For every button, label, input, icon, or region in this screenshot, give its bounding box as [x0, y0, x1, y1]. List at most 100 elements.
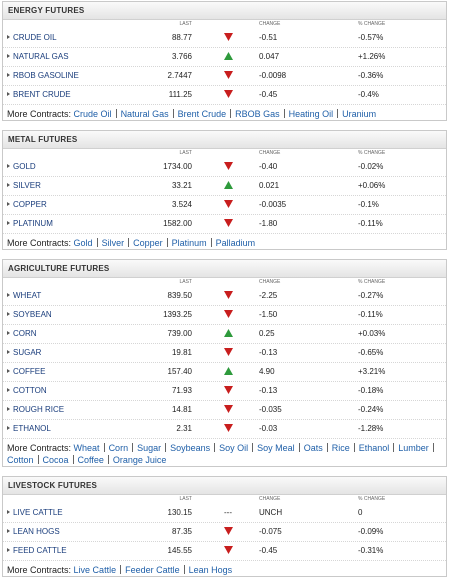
- separator: [172, 109, 174, 118]
- change: -0.075: [259, 527, 282, 536]
- column-header: % CHANGE: [358, 496, 386, 502]
- column-header: LAST: [179, 150, 192, 156]
- change: -1.80: [259, 219, 278, 228]
- contract-name[interactable]: BRENT CRUDE: [7, 86, 71, 104]
- contract-link[interactable]: Natural Gas: [120, 109, 169, 119]
- change: -0.035: [259, 405, 282, 414]
- contract-name[interactable]: NATURAL GAS: [7, 48, 69, 66]
- contract-link[interactable]: Soy Meal: [257, 443, 295, 453]
- contract-link[interactable]: Lumber: [398, 443, 429, 453]
- contract-name[interactable]: PLATINUM: [7, 215, 53, 233]
- change: -0.13: [259, 386, 278, 395]
- section: AGRICULTURE FUTURES LAST CHANGE % CHANGE WHE…: [2, 259, 447, 467]
- column-header: % CHANGE: [358, 150, 386, 156]
- last-price: 19.81: [171, 348, 192, 357]
- contract-link[interactable]: Corn: [108, 443, 129, 453]
- contract-name[interactable]: RBOB GASOLINE: [7, 67, 79, 85]
- trend: [221, 542, 235, 560]
- contract-link[interactable]: Copper: [133, 238, 163, 248]
- separator: [337, 109, 339, 118]
- contract-link[interactable]: Soybeans: [170, 443, 211, 453]
- contract-name[interactable]: LIVE CATTLE: [7, 504, 63, 522]
- last-price: 3.766: [171, 52, 192, 61]
- contract-link[interactable]: Orange Juice: [112, 455, 167, 465]
- change: -0.0035: [259, 200, 287, 209]
- contract-link[interactable]: Crude Oil: [73, 109, 112, 119]
- contract-link[interactable]: Ethanol: [358, 443, 390, 453]
- contract-link[interactable]: Silver: [101, 238, 125, 248]
- last-price: 739.00: [167, 329, 192, 338]
- contract-link[interactable]: Soy Oil: [219, 443, 249, 453]
- contract-link[interactable]: Platinum: [171, 238, 207, 248]
- trend: [221, 363, 235, 381]
- contract-link[interactable]: Coffee: [77, 455, 104, 465]
- contract-name[interactable]: CRUDE OIL: [7, 29, 57, 47]
- percent-change: -0.27%: [358, 291, 384, 300]
- last-price: 3.524: [171, 200, 192, 209]
- contract-name[interactable]: LEAN HOGS: [7, 523, 60, 541]
- contract-link[interactable]: Brent Crude: [177, 109, 227, 119]
- percent-change: -0.11%: [358, 219, 383, 228]
- quote-row: CORN 739.00 0.25 +0.03%: [3, 325, 446, 344]
- contract-link[interactable]: Cotton: [7, 455, 34, 465]
- trend: [221, 287, 235, 305]
- column-header: % CHANGE: [358, 279, 386, 285]
- contract-name[interactable]: CORN: [7, 325, 37, 343]
- change: -0.40: [259, 162, 278, 171]
- more-label: More Contracts:: [7, 238, 72, 248]
- section-title: METAL FUTURES: [3, 131, 446, 149]
- column-headers: LAST CHANGE % CHANGE: [3, 20, 446, 29]
- more-contracts: More Contracts: Gold Silver Copper Platinum…: [3, 234, 446, 249]
- contract-name[interactable]: FEED CATTLE: [7, 542, 67, 560]
- percent-change: -0.11%: [358, 310, 383, 319]
- contract-link[interactable]: Live Cattle: [73, 565, 117, 575]
- up-arrow: [223, 52, 233, 60]
- contract-name[interactable]: COFFEE: [7, 363, 45, 381]
- contract-name[interactable]: ROUGH RICE: [7, 401, 64, 419]
- contract-name[interactable]: GOLD: [7, 158, 36, 176]
- quote-row: ROUGH RICE 14.81 -0.035 -0.24%: [3, 401, 446, 420]
- change: -0.03: [259, 424, 278, 433]
- contract-link[interactable]: Heating Oil: [288, 109, 334, 119]
- contract-name[interactable]: SILVER: [7, 177, 41, 195]
- contract-link[interactable]: Oats: [303, 443, 323, 453]
- contract-name[interactable]: SUGAR: [7, 344, 41, 362]
- separator: [72, 455, 74, 464]
- contract-link[interactable]: Cocoa: [42, 455, 69, 465]
- contract-link[interactable]: Wheat: [73, 443, 100, 453]
- contract-link[interactable]: Uranium: [342, 109, 377, 119]
- contract-link[interactable]: Palladium: [215, 238, 256, 248]
- more-contracts: More Contracts: Wheat Corn Sugar Soybeans So…: [3, 439, 446, 466]
- contract-link[interactable]: Feeder Cattle: [125, 565, 180, 575]
- contract-link[interactable]: Lean Hogs: [188, 565, 233, 575]
- contract-name[interactable]: ETHANOL: [7, 420, 51, 438]
- change: -1.50: [259, 310, 278, 319]
- contract-name[interactable]: COTTON: [7, 382, 47, 400]
- column-header: CHANGE: [259, 496, 281, 502]
- trend: [221, 401, 235, 419]
- more-contracts: More Contracts: Live Cattle Feeder Cattle…: [3, 561, 446, 576]
- contract-name[interactable]: SOYBEAN: [7, 306, 52, 324]
- trend: [221, 67, 235, 85]
- change: 0.25: [259, 329, 275, 338]
- up-arrow: [223, 329, 233, 337]
- quote-row: COFFEE 157.40 4.90 +3.21%: [3, 363, 446, 382]
- page: ENERGY FUTURES LAST CHANGE% CHANGE CRUDE OI…: [0, 0, 449, 565]
- quote-row: LEAN HOGS 87.35 -0.075 -0.09%: [3, 523, 446, 542]
- change: -0.13: [259, 348, 278, 357]
- percent-change: -0.02%: [358, 162, 384, 171]
- contract-link[interactable]: RBOB Gas: [235, 109, 280, 119]
- section-title: ENERGY FUTURES: [3, 2, 446, 20]
- contract-name[interactable]: COPPER: [7, 196, 47, 214]
- more-label: More Contracts:: [7, 443, 72, 453]
- contract-link[interactable]: Rice: [331, 443, 350, 453]
- last-price: 839.50: [167, 291, 192, 300]
- change: -0.0098: [259, 71, 287, 80]
- contract-link[interactable]: Sugar: [137, 443, 162, 453]
- contract-link[interactable]: Gold: [73, 238, 93, 248]
- percent-change: -0.57%: [358, 33, 384, 42]
- quote-row: ETHANOL 2.31 -0.03 -1.28%: [3, 420, 446, 439]
- down-arrow: [223, 424, 233, 432]
- contract-name[interactable]: WHEAT: [7, 287, 41, 305]
- column-headers: LAST CHANGE % CHANGE: [3, 495, 446, 504]
